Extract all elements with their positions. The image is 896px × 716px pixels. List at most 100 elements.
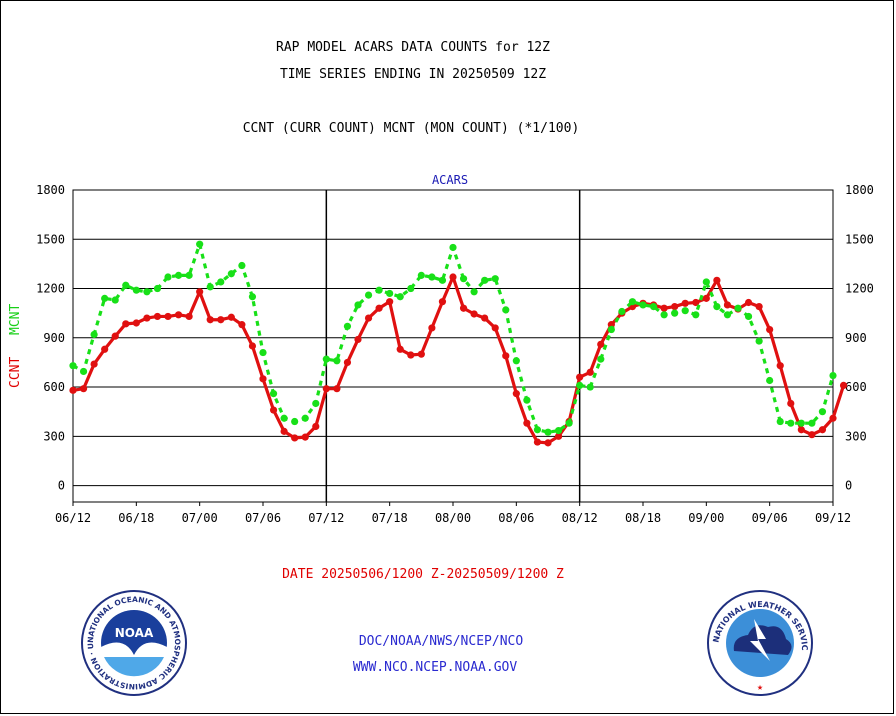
point-mcnt [766, 376, 774, 385]
nws-star-icon: ★ [757, 682, 763, 693]
point-mcnt [723, 311, 732, 319]
point-ccnt [333, 385, 341, 393]
point-ccnt [459, 304, 468, 312]
x-tick-label: 09/06 [752, 511, 788, 525]
point-mcnt [607, 325, 615, 334]
point-mcnt [470, 288, 478, 296]
point-mcnt [491, 275, 499, 283]
point-mcnt [364, 291, 373, 299]
point-mcnt [354, 301, 362, 309]
point-ccnt [544, 439, 552, 447]
point-ccnt [153, 312, 162, 321]
x-tick-label: 08/18 [625, 511, 661, 525]
point-mcnt [122, 281, 130, 289]
x-tick-label: 07/12 [308, 511, 344, 525]
point-mcnt [787, 419, 795, 427]
point-mcnt [280, 414, 288, 422]
point-ccnt [407, 351, 415, 359]
point-mcnt [417, 271, 425, 279]
point-mcnt [554, 426, 563, 435]
point-ccnt [554, 432, 563, 440]
point-ccnt [322, 385, 330, 393]
nws-logo: NATIONAL WEATHER SERVICE ★ [707, 590, 813, 696]
point-mcnt [375, 286, 383, 294]
x-tick-label: 09/00 [688, 511, 724, 525]
point-ccnt [217, 316, 225, 324]
point-mcnt [259, 348, 267, 357]
point-mcnt [808, 419, 816, 427]
point-mcnt [269, 390, 278, 398]
point-ccnt [164, 312, 172, 321]
point-mcnt [248, 293, 257, 301]
point-ccnt [196, 288, 204, 296]
point-ccnt [776, 362, 784, 370]
point-ccnt [90, 360, 98, 368]
point-ccnt [69, 386, 77, 394]
point-mcnt [755, 337, 763, 345]
point-ccnt [818, 426, 827, 434]
point-ccnt [122, 320, 130, 328]
point-ccnt [438, 298, 447, 306]
point-ccnt [681, 299, 689, 307]
point-mcnt [132, 286, 140, 294]
y-tick-label-left: 900 [43, 331, 65, 345]
point-mcnt [660, 311, 668, 319]
y-tick-label-left: 0 [58, 479, 65, 493]
point-ccnt [417, 350, 425, 358]
point-ccnt [291, 434, 299, 442]
point-ccnt [280, 427, 288, 435]
header-subtitle: TIME SERIES ENDING IN 20250509 12Z [280, 67, 546, 82]
point-ccnt [143, 314, 151, 322]
point-ccnt [238, 321, 246, 329]
point-mcnt [101, 294, 109, 302]
point-mcnt [449, 243, 457, 252]
point-ccnt [301, 433, 309, 441]
org-url[interactable]: WWW.NCO.NCEP.NOAA.GOV [353, 660, 518, 675]
y-tick-label-left: 1200 [36, 282, 65, 296]
x-tick-label: 06/12 [55, 511, 91, 525]
point-mcnt [818, 408, 827, 416]
point-mcnt [164, 273, 172, 281]
point-mcnt [322, 355, 330, 363]
point-mcnt [438, 276, 447, 284]
header-title: RAP MODEL ACARS DATA COUNTS for 12Z [276, 40, 550, 55]
point-ccnt [386, 298, 394, 306]
y-tick-label-right: 900 [845, 331, 867, 345]
y-tick-label-left: 300 [43, 429, 65, 443]
point-mcnt [90, 330, 98, 339]
point-ccnt [702, 294, 710, 302]
point-ccnt [449, 273, 457, 281]
point-mcnt [428, 273, 436, 281]
point-ccnt [597, 340, 605, 348]
point-ccnt [512, 390, 520, 398]
noaa-logo-text: NOAA [115, 626, 154, 640]
plot-area: 0 0 300 300 600 600 900 900 1200 1200 1500 1500 1800… [36, 183, 874, 525]
point-mcnt [238, 261, 246, 270]
point-ccnt [269, 406, 278, 414]
point-ccnt [797, 426, 805, 434]
point-mcnt [713, 302, 721, 311]
point-ccnt [713, 276, 721, 284]
point-ccnt [660, 304, 668, 312]
point-ccnt [692, 298, 700, 307]
point-ccnt [470, 310, 478, 318]
y-tick-label-left: 1500 [36, 232, 65, 246]
point-ccnt [174, 311, 183, 319]
x-tick-label: 07/00 [182, 511, 218, 525]
point-mcnt [174, 271, 183, 279]
point-mcnt [291, 417, 299, 426]
point-ccnt [375, 304, 383, 312]
point-mcnt [702, 278, 710, 286]
point-mcnt [586, 383, 594, 391]
ylabel-mcnt: MCNT [8, 304, 23, 335]
point-mcnt [829, 371, 837, 380]
point-ccnt [576, 373, 584, 381]
y-tick-label-right: 0 [845, 479, 852, 493]
point-mcnt [681, 307, 689, 315]
point-mcnt [544, 428, 552, 436]
point-ccnt [787, 399, 795, 408]
point-ccnt [227, 313, 235, 321]
point-ccnt [766, 325, 774, 334]
point-ccnt [354, 335, 362, 344]
